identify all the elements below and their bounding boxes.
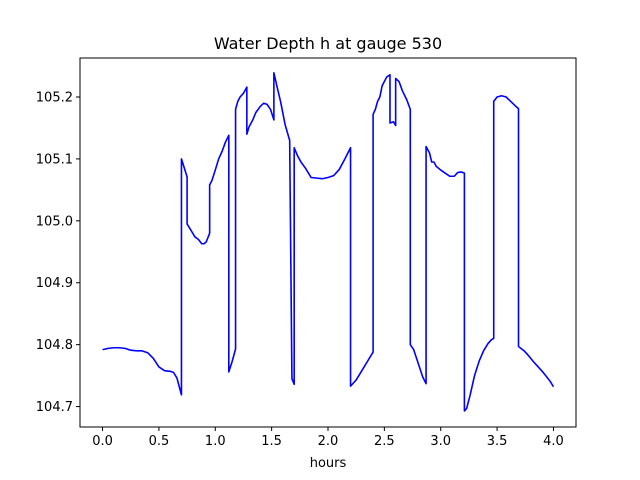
y-tick-label: 105.1 <box>36 152 73 167</box>
x-tick-label: 1.0 <box>205 434 226 449</box>
y-tick-label: 104.7 <box>36 400 73 415</box>
x-tick-label: 2.5 <box>374 434 395 449</box>
x-tick-label: 3.0 <box>430 434 451 449</box>
x-tick-label: 0.0 <box>92 434 113 449</box>
x-axis-label: hours <box>310 456 347 471</box>
x-tick-label: 1.5 <box>261 434 282 449</box>
y-tick-label: 105.0 <box>36 214 73 229</box>
x-tick-label: 2.0 <box>318 434 339 449</box>
y-tick-label: 105.2 <box>36 91 73 106</box>
x-axis: 0.0 0.5 1.0 1.5 2.0 2.5 3.0 3.5 4.0 <box>92 427 564 449</box>
chart-title: Water Depth h at gauge 530 <box>214 34 442 53</box>
plot-frame <box>79 57 577 428</box>
x-tick-label: 0.5 <box>149 434 170 449</box>
plot-area <box>79 57 577 428</box>
x-tick-label: 3.5 <box>487 434 508 449</box>
x-tick-label: 4.0 <box>543 434 564 449</box>
series-line-0 <box>102 72 555 412</box>
y-tick-label: 104.9 <box>36 276 73 291</box>
y-tick-label: 104.8 <box>36 338 73 353</box>
y-axis: 104.7 104.8 104.9 105.0 105.1 105.2 <box>36 91 80 415</box>
